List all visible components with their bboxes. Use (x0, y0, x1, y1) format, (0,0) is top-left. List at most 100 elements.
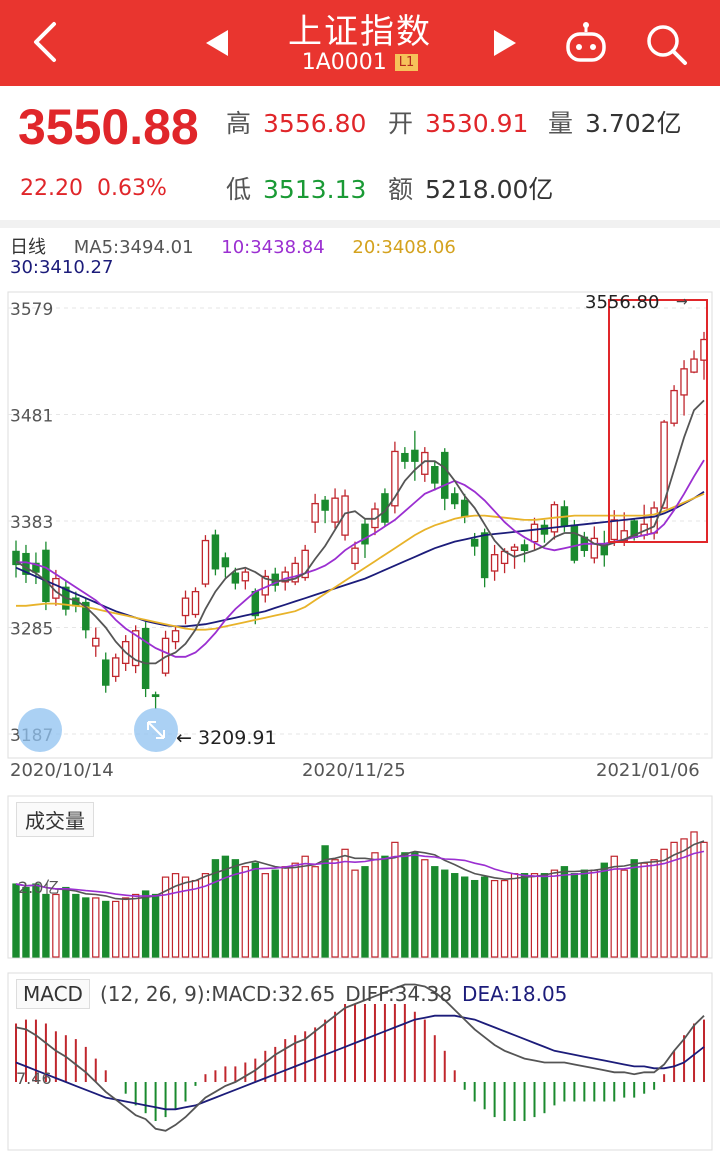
divider (0, 220, 720, 228)
volume-bar (151, 893, 160, 958)
candle-body (321, 499, 329, 511)
page-title: 上证指数 (288, 12, 432, 52)
volume-bar (301, 855, 309, 958)
volume-bar (361, 866, 369, 958)
volume-bar (211, 859, 220, 958)
candle-body (570, 524, 579, 561)
volume-bar (690, 831, 698, 958)
low-label: 低 (226, 175, 252, 204)
candle-body (111, 657, 120, 678)
volume-bar (261, 873, 269, 958)
volume-chart[interactable]: 2.0亿 (0, 795, 720, 960)
volume-label[interactable]: 成交量 (16, 802, 94, 837)
low-field: 低 3513.13 (226, 170, 366, 206)
volume-field: 量 3.702亿 (548, 104, 682, 140)
volume-y-tick: 2.0亿 (18, 878, 59, 897)
volume-bar (22, 886, 30, 958)
candle-body (480, 532, 489, 579)
volume-bar (141, 890, 150, 958)
volume-bar (620, 869, 628, 958)
volume-bar (62, 886, 70, 958)
robot-icon[interactable] (562, 20, 610, 66)
ma5-label: MA5:3494.01 (73, 237, 194, 258)
macd-chart[interactable]: 7.46 (0, 972, 720, 1152)
open-value: 3530.91 (425, 109, 529, 138)
amount-value: 5218.00亿 (425, 175, 554, 204)
volume-bar (680, 838, 688, 958)
volume-bar (201, 873, 210, 958)
volume-bar (490, 879, 499, 958)
candle-body (470, 538, 479, 547)
candle-body (171, 630, 180, 643)
candle-body (361, 523, 369, 545)
candle-body (680, 368, 688, 396)
kline-frame (7, 291, 713, 759)
volume-bar (391, 841, 399, 958)
candle-body (450, 493, 459, 505)
volume-bar (341, 848, 349, 958)
candle-body (241, 571, 250, 582)
min-arrow: ← (176, 727, 192, 749)
max-arrow: → (676, 294, 688, 310)
volume-bar (520, 873, 529, 958)
volume-bar (560, 866, 569, 958)
candle-body (281, 571, 289, 583)
volume-bar (421, 859, 429, 958)
volume-bar (470, 879, 479, 958)
volume-bar (331, 859, 339, 958)
volume-bar (72, 893, 80, 958)
zoom-left-icon[interactable] (18, 708, 62, 752)
search-icon[interactable] (642, 20, 690, 68)
candle-body (510, 546, 519, 551)
high-field: 高 3556.80 (226, 104, 366, 140)
volume-bar (171, 873, 180, 958)
volume-bar (630, 859, 638, 958)
candle-body (251, 590, 260, 617)
macd-dea: DEA:18.05 (462, 982, 568, 1006)
volume-bar (550, 869, 559, 958)
volume-bars (12, 831, 708, 958)
volume-ma-lines (15, 840, 705, 901)
macd-diff: DIFF:34.38 (345, 982, 453, 1006)
macd_diff-line (15, 983, 705, 1132)
kline-grid (8, 307, 712, 735)
y-tick-label: 3383 (10, 513, 53, 533)
stock-code-text: 1A0001 (301, 50, 387, 75)
stock-code: 1A0001 L1 (0, 50, 720, 75)
kline-y-ticks: 35793481338332853187 (10, 300, 53, 746)
open-label: 开 (388, 109, 414, 138)
candle-body (351, 547, 359, 565)
kline-chart[interactable]: 35793481338332853187 3556.80 → ← 3209.91 (0, 290, 720, 760)
y-tick-label: 3481 (10, 407, 53, 427)
ma30-line (15, 490, 705, 628)
volume-ma-line (15, 850, 705, 898)
volume-bar (700, 841, 708, 958)
prev-triangle-icon[interactable] (200, 26, 234, 60)
ma5-line (15, 399, 705, 665)
macd-label[interactable]: MACD (16, 979, 90, 1009)
next-triangle-icon[interactable] (488, 26, 522, 60)
volume-bar (241, 866, 250, 958)
volume-bar (431, 866, 439, 958)
candle-body (291, 562, 299, 583)
candle-body (441, 451, 449, 499)
macd-histogram (15, 1004, 705, 1121)
candle-body (620, 530, 628, 542)
candle-body (131, 630, 140, 667)
volume-value: 3.702亿 (585, 109, 682, 138)
candle-body (181, 597, 190, 617)
volume-bar (580, 869, 589, 958)
candle-body (520, 544, 529, 551)
open-field: 开 3530.91 (388, 104, 528, 140)
date-start: 2020/10/14 (10, 760, 114, 781)
highlight-box (608, 299, 708, 543)
candle-body (590, 537, 599, 559)
volume-bar (271, 869, 279, 958)
date-mid: 2020/11/25 (302, 760, 406, 781)
y-tick-label: 3285 (10, 620, 53, 640)
candle-body (221, 557, 230, 568)
period-label[interactable]: 日线 (10, 237, 46, 258)
back-arrow-icon[interactable] (24, 18, 68, 66)
candle-body (311, 502, 319, 523)
quote-panel: 3550.88 22.20 0.63% 高 3556.80 开 3530.91 量 3.… (0, 86, 720, 220)
